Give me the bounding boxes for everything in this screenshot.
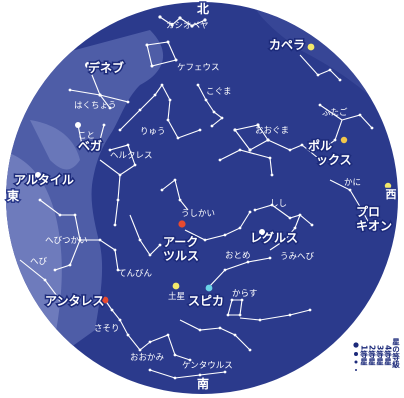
vega-star [75,122,81,128]
spica-star [205,284,213,292]
legend-item-2: 2等星 [367,345,376,366]
legend-item-1: 1等星 [359,345,368,366]
label-serpens: へび [30,257,48,267]
label-cygnus: はくちょう [74,101,117,111]
label-antares: アンタレス [45,294,105,308]
saturn-planet [172,282,180,290]
label-hydra: うみへび [280,252,315,262]
label-virgo: おとめ [225,251,251,261]
label-arcturus: アーク ツルス [163,235,202,263]
label-lupus: おおかみ [130,353,165,363]
label-spica: スピカ [188,294,224,308]
label-ophiuchus: へびつかい [45,236,88,246]
constellation-labels: カシオペヤ ケフェウス こぐま はくちょう こと りゅう ヘルクレス おおぐま … [30,21,361,371]
pollux-star [340,136,348,144]
label-hercules: ヘルクレス [110,151,153,161]
label-leo: しし [270,199,287,209]
label-bootes: うしかい [181,209,215,219]
label-deneb: デネブ [88,60,124,75]
deneb-star [85,62,91,68]
arcturus-star [178,220,186,228]
direction-south: 南 [197,376,209,391]
altair-star [35,172,41,178]
label-altair: アルタイル [14,173,74,187]
antares-star [101,296,109,304]
legend-title: 星の等級 [391,337,400,370]
label-ursa-major: おおぐま [255,126,289,136]
direction-east: 東 [7,188,19,203]
magnitude-legend: 1等星 2等星 3等星 4等星 星の等級 [353,337,401,371]
faint-stars [38,15,374,380]
label-lyra: こと [78,131,95,141]
label-cassiopeia: カシオペヤ [166,21,209,31]
label-gemini: ふたご [322,107,348,118]
label-draco: りゅう [140,127,166,137]
label-libra: てんびん [118,269,153,279]
label-corvus: からす [232,289,257,299]
label-capella: カペラ [269,38,305,52]
procyon-star [384,182,392,190]
regulus-star [259,229,265,235]
label-procyon: プロ キオン [356,204,392,233]
capella-star [307,43,315,51]
direction-north: 北 [197,1,209,16]
legend-item-4: 4等星 [383,345,392,366]
direction-west: 西 [386,188,397,201]
label-scorpius: さそり [94,324,120,334]
label-vega: ベガ [78,138,102,153]
label-pollux: ポル ックス [308,138,352,167]
label-ursa-minor: こぐま [206,87,232,97]
label-cancer: かに [344,178,361,188]
bright-star-dots [35,43,392,304]
label-centaurus: ケンタウルス [182,361,233,371]
label-cepheus: ケフェウス [177,63,220,73]
label-saturn: 土星 [168,291,185,302]
legend-item-3: 3等星 [375,345,384,366]
label-regulus: レグルス [250,230,298,245]
